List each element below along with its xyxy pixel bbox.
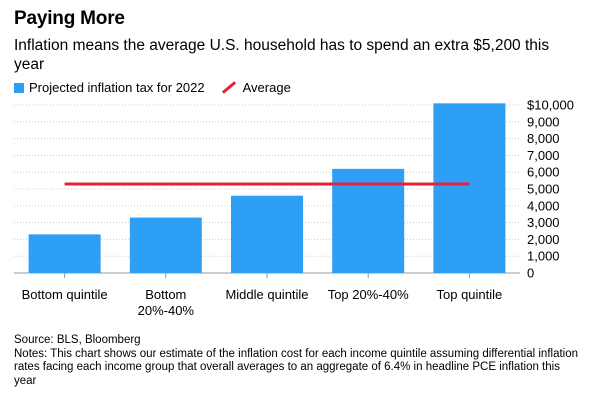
x-tick-label: Top 20%-40% — [327, 287, 409, 302]
y-tick-label: $10,000 — [527, 98, 574, 113]
y-tick-label: 3,000 — [527, 215, 560, 230]
bar — [28, 234, 101, 273]
bar — [332, 168, 405, 273]
y-tick-label: 6,000 — [527, 165, 560, 180]
y-tick-label: 0 — [527, 266, 534, 281]
x-tick-label: Top quintile — [436, 287, 503, 302]
bar — [129, 217, 202, 273]
y-tick-label: 8,000 — [527, 131, 560, 146]
y-tick-label: 9,000 — [527, 114, 560, 129]
y-tick-label: 4,000 — [527, 198, 560, 213]
source-note: Source: BLS, Bloomberg — [14, 334, 141, 346]
notes-text: Notes: This chart shows our estimate of … — [14, 347, 579, 387]
y-tick-label: 5,000 — [527, 182, 560, 197]
legend-bar-label: Projected inflation tax for 2022 — [29, 80, 205, 95]
bar — [231, 195, 303, 273]
chart-subtitle: Inflation means the average U.S. househo… — [14, 37, 550, 73]
legend-average-label: Average — [242, 80, 291, 95]
chart-footer: Source: BLS, Bloomberg Notes: This chart… — [14, 334, 584, 388]
y-tick-label: 7,000 — [527, 148, 560, 163]
x-tick-label: Middle quintile — [225, 287, 309, 302]
chart-title: Paying More — [14, 8, 125, 29]
y-tick-label: 2,000 — [527, 232, 560, 247]
x-tick-label: Bottom 20%-40% — [137, 287, 194, 318]
x-tick-label: Bottom quintile — [21, 287, 108, 302]
legend: Projected inflation tax for 2022 Average — [14, 80, 291, 95]
y-tick-label: 1,000 — [527, 249, 560, 264]
bar — [433, 103, 506, 273]
legend-bar-swatch — [14, 82, 24, 93]
